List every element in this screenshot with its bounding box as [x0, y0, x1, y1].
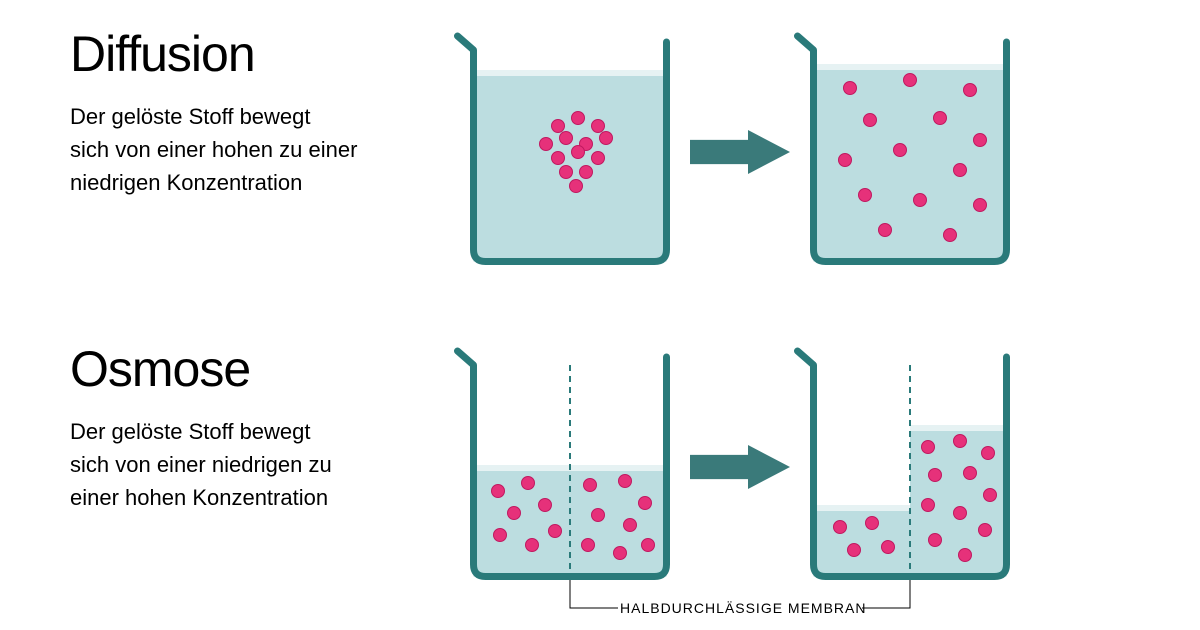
diagram-canvas: [0, 0, 1200, 630]
